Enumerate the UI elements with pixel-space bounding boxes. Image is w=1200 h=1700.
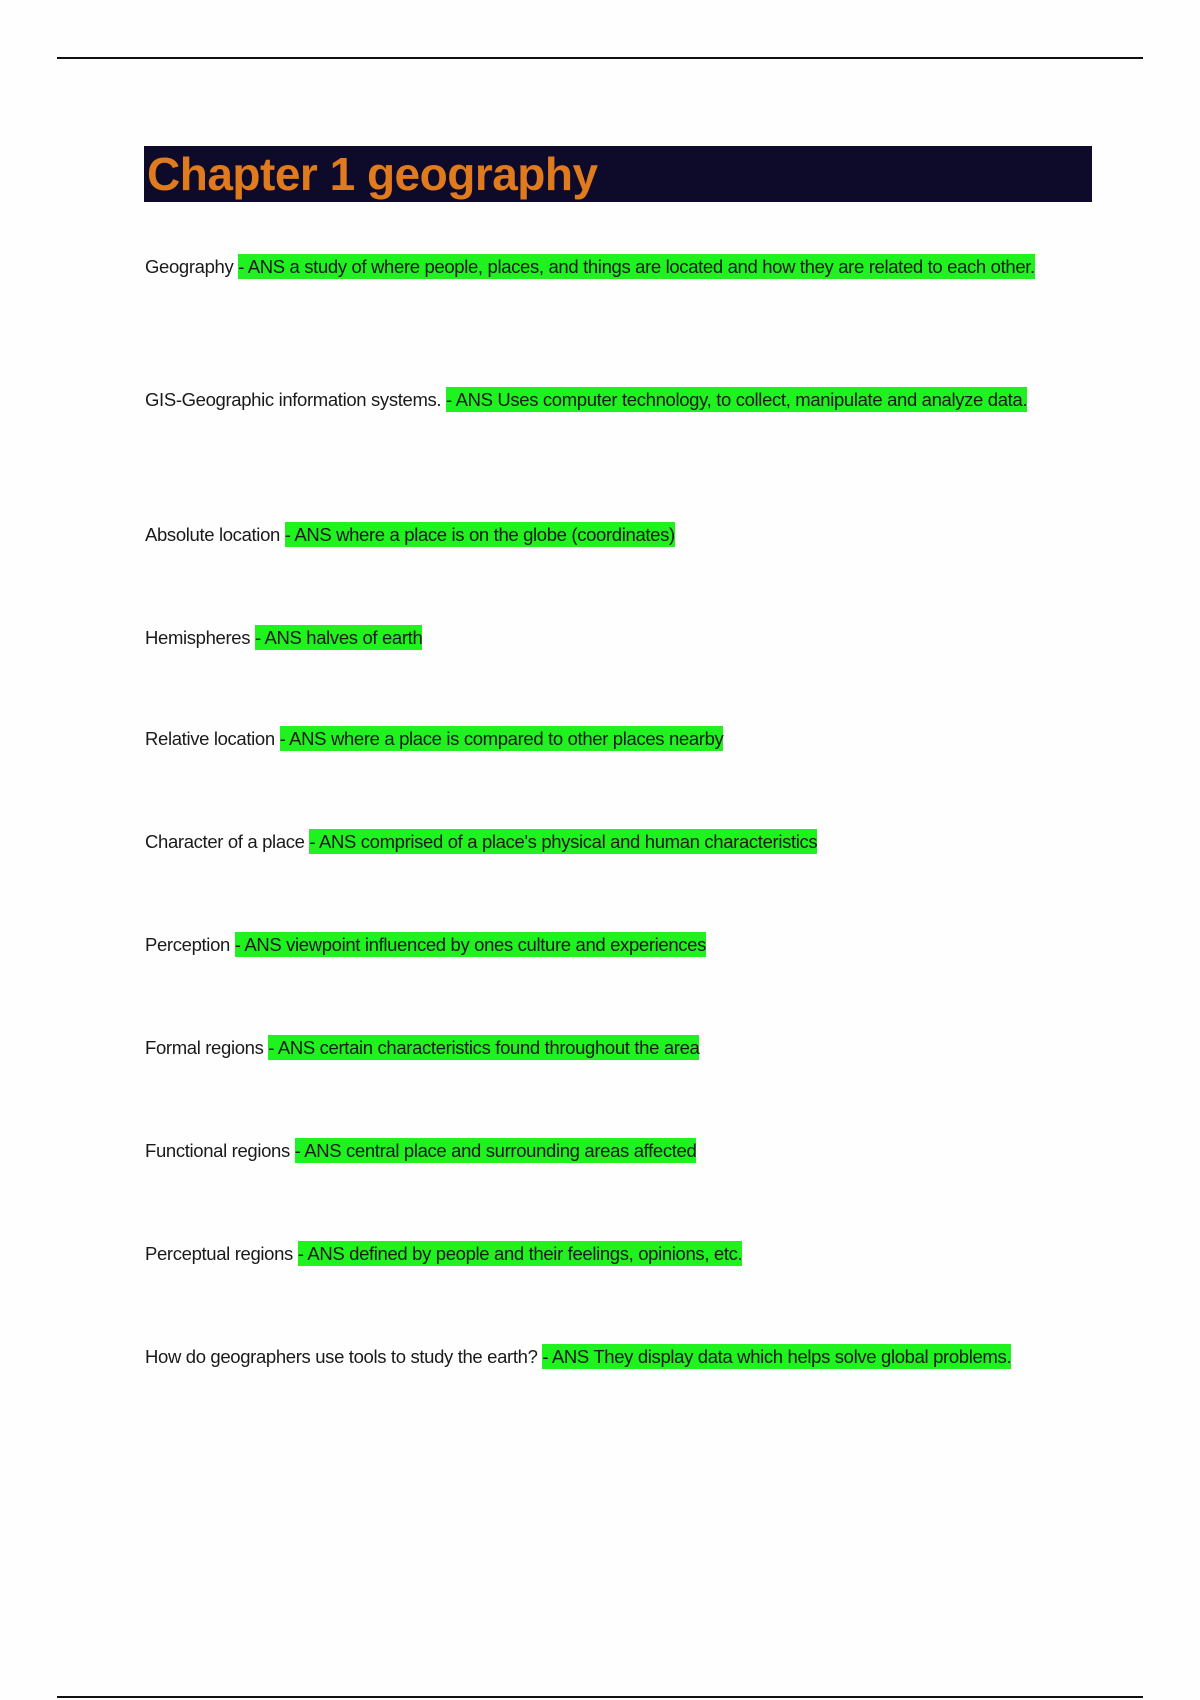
- list-item: Perception - ANS viewpoint influenced by…: [145, 929, 1070, 960]
- answer: - ANS a study of where people, places, a…: [238, 254, 1035, 279]
- answer: - ANS where a place is compared to other…: [279, 726, 724, 751]
- answer: - ANS viewpoint influenced by ones cultu…: [234, 932, 707, 957]
- page-title: Chapter 1 geography: [147, 148, 598, 200]
- answer: - ANS defined by people and their feelin…: [297, 1241, 743, 1266]
- list-item: GIS-Geographic information systems. - AN…: [145, 384, 1070, 415]
- term: How do geographers use tools to study th…: [145, 1346, 538, 1367]
- list-item: Hemispheres - ANS halves of earth: [145, 622, 1070, 653]
- list-item: Formal regions - ANS certain characteris…: [145, 1032, 1070, 1063]
- answer: - ANS where a place is on the globe (coo…: [284, 522, 675, 547]
- footer-rule: [57, 1696, 1143, 1698]
- list-item: Character of a place - ANS comprised of …: [145, 826, 1070, 857]
- list-item: Geography - ANS a study of where people,…: [145, 251, 1070, 282]
- term: GIS-Geographic information systems.: [145, 389, 442, 410]
- term: Relative location: [145, 728, 275, 749]
- answer: - ANS Uses computer technology, to colle…: [446, 387, 1028, 412]
- term: Character of a place: [145, 831, 305, 852]
- term: Perception: [145, 934, 230, 955]
- term: Perceptual regions: [145, 1243, 293, 1264]
- term: Hemispheres: [145, 627, 251, 648]
- list-item: Perceptual regions - ANS defined by peop…: [145, 1238, 1070, 1269]
- answer: - ANS certain characteristics found thro…: [268, 1035, 700, 1060]
- answer: - ANS halves of earth: [254, 625, 423, 650]
- answer: - ANS comprised of a place's physical an…: [309, 829, 818, 854]
- title-banner: Chapter 1 geography: [144, 146, 1092, 202]
- header-rule: [57, 57, 1143, 59]
- term: Functional regions: [145, 1140, 290, 1161]
- term: Formal regions: [145, 1037, 264, 1058]
- answer: - ANS They display data which helps solv…: [542, 1344, 1012, 1369]
- answer: - ANS central place and surrounding area…: [294, 1138, 697, 1163]
- list-item: Relative location - ANS where a place is…: [145, 723, 1070, 754]
- list-item: How do geographers use tools to study th…: [145, 1341, 1070, 1372]
- term: Absolute location: [145, 524, 280, 545]
- list-item: Absolute location - ANS where a place is…: [145, 519, 1070, 550]
- term: Geography: [145, 256, 234, 277]
- list-item: Functional regions - ANS central place a…: [145, 1135, 1070, 1166]
